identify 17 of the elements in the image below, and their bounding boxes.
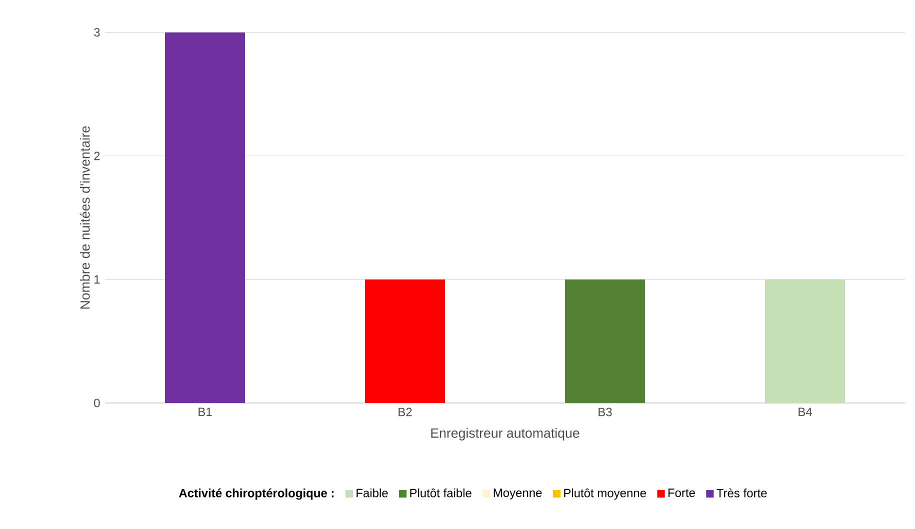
x-axis-title: Enregistreur automatique: [431, 428, 580, 440]
y-tick-label: 0: [94, 398, 100, 408]
legend-label: Très forte: [716, 488, 767, 498]
legend-label: Plutôt moyenne: [564, 488, 646, 500]
legend-label: Moyenne: [494, 488, 542, 500]
x-tick-label: B1: [198, 408, 212, 416]
x-tick-label: B2: [398, 408, 412, 416]
legend-label: Plutôt faible: [410, 488, 472, 498]
y-tick-label: 2: [94, 152, 100, 160]
legend-title: Activité chiroptérologique :: [179, 488, 334, 500]
legend-label: Faible: [356, 488, 388, 498]
y-tick-label: 1: [94, 275, 100, 284]
x-tick-label: B4: [798, 408, 812, 416]
x-tick-label: B3: [598, 408, 612, 416]
legend-label: Forte: [668, 488, 695, 498]
y-tick-label: 3: [94, 28, 100, 37]
y-axis-title: Nombre de nuitées d'inventaire: [80, 126, 90, 309]
